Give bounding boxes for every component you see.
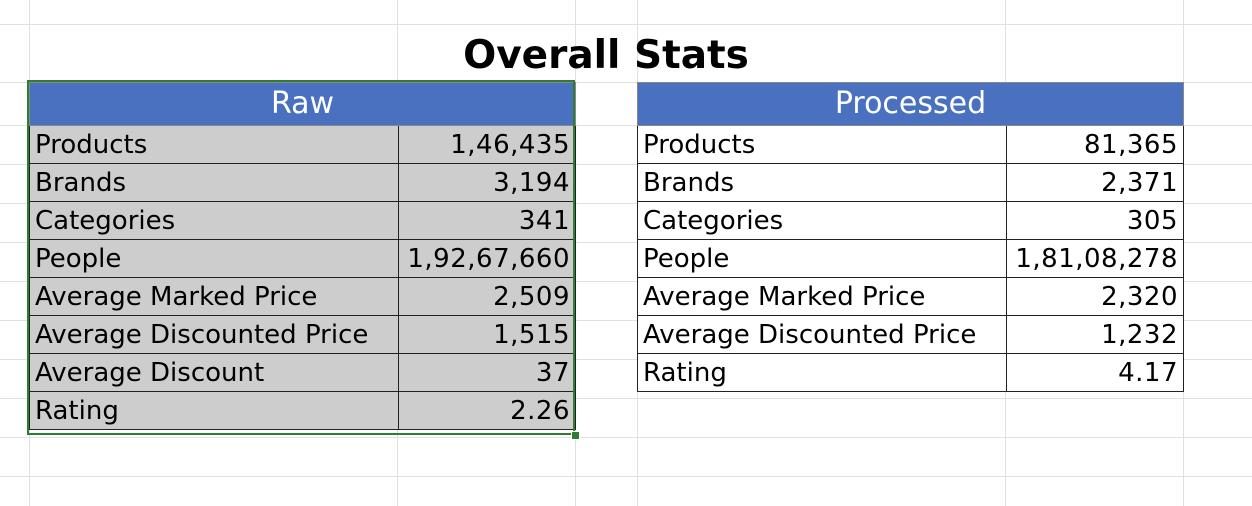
label-cell[interactable]: Average Marked Price — [29, 277, 399, 316]
label-cell[interactable]: People — [637, 239, 1007, 278]
table-row: Brands 2,371 — [637, 163, 1184, 202]
label-cell[interactable]: Brands — [637, 163, 1007, 202]
raw-header-cell[interactable]: Raw — [28, 82, 577, 126]
value-cell[interactable]: 3,194 — [397, 163, 577, 202]
table-row: Categories 305 — [637, 201, 1184, 240]
table-row: Average Discounted Price 1,515 — [29, 315, 577, 354]
value-cell[interactable]: 1,81,08,278 — [1006, 239, 1184, 278]
label-cell[interactable]: Products — [637, 125, 1007, 164]
table-row: Average Discount 37 — [29, 353, 577, 392]
label-cell[interactable]: Average Discounted Price — [29, 315, 399, 354]
label-cell[interactable]: Products — [29, 125, 399, 164]
table-row: People 1,81,08,278 — [637, 239, 1184, 278]
table-row: Products 1,46,435 — [29, 125, 577, 164]
table-row: Rating 2.26 — [29, 391, 577, 430]
label-cell[interactable]: Rating — [29, 391, 399, 430]
label-cell[interactable]: Categories — [29, 201, 399, 240]
value-cell[interactable]: 1,92,67,660 — [397, 239, 577, 278]
label-cell[interactable]: People — [29, 239, 399, 278]
table-row: Categories 341 — [29, 201, 577, 240]
value-cell[interactable]: 2,509 — [397, 277, 577, 316]
table-row: Average Discounted Price 1,232 — [637, 315, 1184, 354]
label-cell[interactable]: Average Discount — [29, 353, 399, 392]
value-cell[interactable]: 305 — [1006, 201, 1184, 240]
value-cell[interactable]: 1,515 — [397, 315, 577, 354]
label-cell[interactable]: Categories — [637, 201, 1007, 240]
value-cell[interactable]: 2,371 — [1006, 163, 1184, 202]
sheet-title[interactable]: Overall Stats — [463, 33, 749, 78]
processed-header-cell[interactable]: Processed — [637, 82, 1184, 126]
value-cell[interactable]: 341 — [397, 201, 577, 240]
table-row: Rating 4.17 — [637, 353, 1184, 392]
table-row: Average Marked Price 2,509 — [29, 277, 577, 316]
label-cell[interactable]: Average Marked Price — [637, 277, 1007, 316]
label-cell[interactable]: Rating — [637, 353, 1007, 392]
value-cell[interactable]: 1,232 — [1006, 315, 1184, 354]
processed-stats-table[interactable]: Processed Products 81,365 Brands 2,371 C… — [637, 82, 1184, 392]
value-cell[interactable]: 1,46,435 — [397, 125, 577, 164]
value-cell[interactable]: 2.26 — [397, 391, 577, 430]
value-cell[interactable]: 4.17 — [1006, 353, 1184, 392]
table-row: People 1,92,67,660 — [29, 239, 577, 278]
table-row: Average Marked Price 2,320 — [637, 277, 1184, 316]
table-row: Brands 3,194 — [29, 163, 577, 202]
raw-stats-table[interactable]: Raw Products 1,46,435 Brands 3,194 Categ… — [28, 82, 577, 430]
fill-handle[interactable] — [571, 431, 580, 440]
value-cell[interactable]: 37 — [397, 353, 577, 392]
label-cell[interactable]: Average Discounted Price — [637, 315, 1007, 354]
table-row: Products 81,365 — [637, 125, 1184, 164]
value-cell[interactable]: 2,320 — [1006, 277, 1184, 316]
value-cell[interactable]: 81,365 — [1006, 125, 1184, 164]
label-cell[interactable]: Brands — [29, 163, 399, 202]
